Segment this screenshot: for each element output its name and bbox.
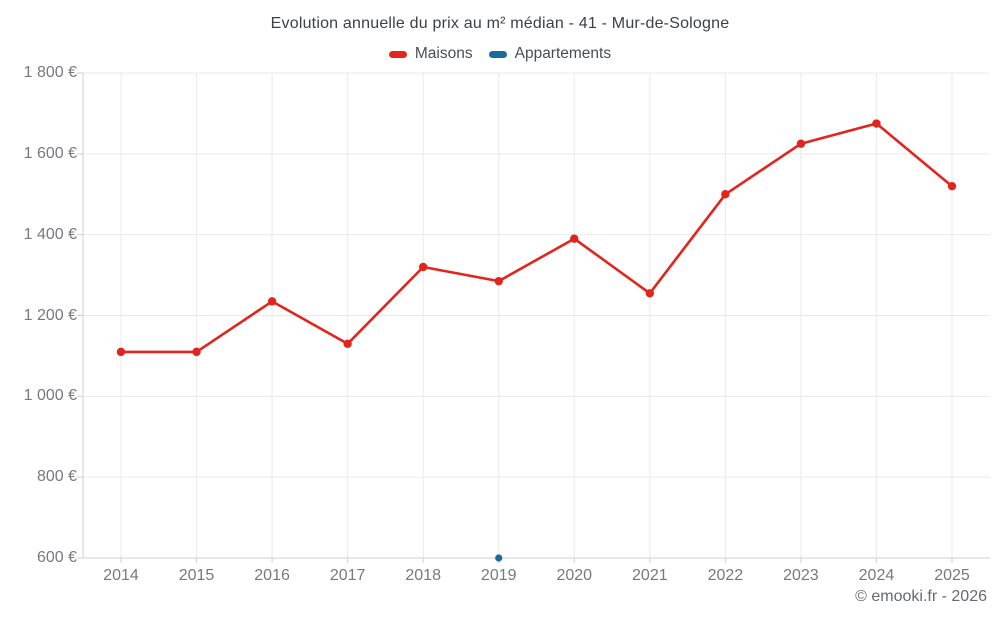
data-point-maisons-2014[interactable] xyxy=(116,347,126,357)
appartements-series-marker-icon xyxy=(488,50,507,58)
y-axis-tick-label: 600 € xyxy=(36,549,77,566)
data-point-maisons-2024[interactable] xyxy=(872,119,881,128)
x-axis-tick-label: 2021 xyxy=(632,567,668,584)
x-axis-tick-label: 2022 xyxy=(707,567,744,584)
legend-item-appartements[interactable]: Appartements xyxy=(488,45,612,63)
x-axis-tick-label: 2023 xyxy=(783,567,819,584)
x-axis-tick-label: 2016 xyxy=(254,567,290,584)
x-axis-tick-label: 2018 xyxy=(405,567,441,584)
y-axis-tick-label: 1 800 € xyxy=(23,64,77,81)
chart-title: Evolution annuelle du prix au m² médian … xyxy=(270,15,730,32)
data-point-maisons-2020[interactable] xyxy=(570,234,579,243)
x-axis-tick-label: 2015 xyxy=(178,567,215,584)
data-point-maisons-2021[interactable] xyxy=(645,289,655,298)
data-point-maisons-2015[interactable] xyxy=(192,347,201,357)
legend-label-maisons: Maisons xyxy=(414,45,473,62)
x-axis-tick-label: 2014 xyxy=(103,567,139,584)
data-point-maisons-2017[interactable] xyxy=(343,339,352,348)
data-point-maisons-2023[interactable] xyxy=(796,139,806,148)
data-point-maisons-2022[interactable] xyxy=(721,190,730,199)
data-point-maisons-2025[interactable] xyxy=(947,181,957,191)
x-axis-tick-label: 2025 xyxy=(934,567,970,584)
y-axis-tick-label: 1 600 € xyxy=(23,144,77,162)
legend: Maisons Appartements xyxy=(0,45,1000,63)
y-axis-tick-label: 1 400 € xyxy=(23,225,77,243)
x-axis-tick-label: 2024 xyxy=(858,567,895,584)
x-axis-tick-label: 2020 xyxy=(556,567,593,584)
y-axis-tick-label: 800 € xyxy=(36,468,77,486)
data-point-appartements-2019[interactable] xyxy=(495,554,503,562)
y-axis-tick-label: 1 000 € xyxy=(23,387,77,405)
legend-item-maisons[interactable]: Maisons xyxy=(388,45,473,63)
legend-label-appartements: Appartements xyxy=(514,45,612,62)
copyright-credit: © emooki.fr - 2026 xyxy=(855,588,987,605)
data-point-maisons-2018[interactable] xyxy=(418,262,428,272)
data-point-maisons-2019[interactable] xyxy=(494,276,503,286)
maisons-series-marker-icon xyxy=(388,50,407,58)
series-line-maisons xyxy=(119,122,954,354)
y-axis-tick-label: 1 200 € xyxy=(23,306,77,324)
x-axis-tick-label: 2017 xyxy=(329,567,366,584)
data-point-maisons-2016[interactable] xyxy=(267,297,277,306)
x-axis-tick-label: 2019 xyxy=(480,567,517,584)
